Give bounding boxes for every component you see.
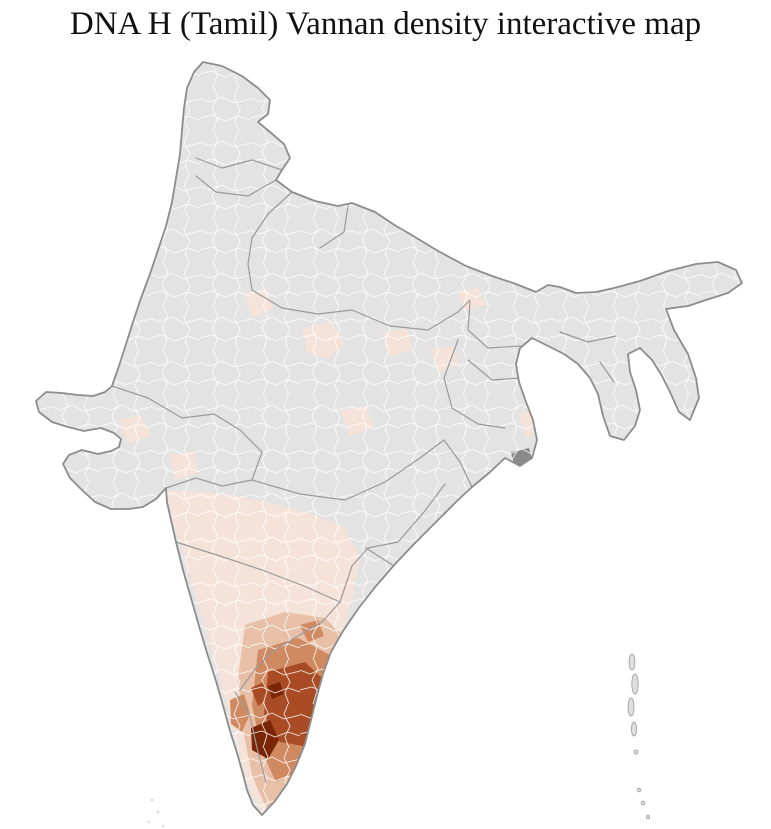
state-borders — [111, 157, 617, 783]
india-outline — [35, 61, 743, 816]
page-title: DNA H (Tamil) Vannan density interactive… — [69, 6, 702, 42]
lakshadweep-islands[interactable] — [147, 798, 165, 828]
andaman-nicobar-islands[interactable] — [627, 653, 651, 820]
